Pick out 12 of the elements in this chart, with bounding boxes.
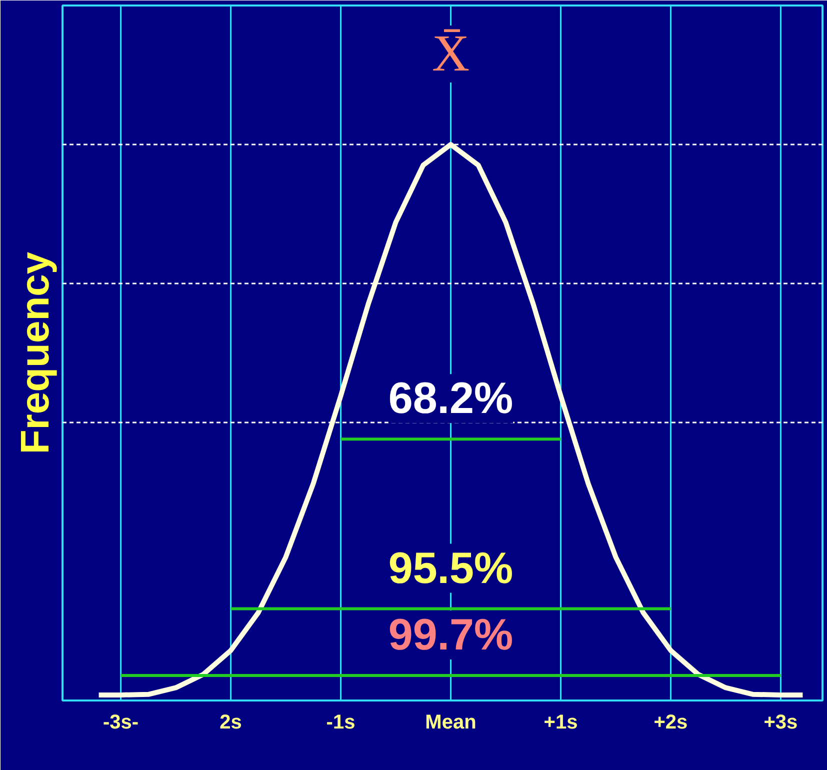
annotation: 95.5% — [388, 544, 514, 593]
x-tick-label: -1s — [326, 712, 356, 734]
x-tick-label: +2s — [654, 712, 688, 734]
y-axis-title: Frequency — [14, 251, 58, 454]
chart-title: X̄ — [432, 26, 470, 82]
x-tick-label: +3s — [764, 712, 798, 734]
x-tick-label: 2s — [220, 712, 242, 734]
annotation: 99.7% — [388, 610, 514, 660]
x-tick-label: +1s — [544, 712, 578, 734]
annotation: 68.2% — [388, 374, 514, 424]
x-tick-label: Mean — [425, 712, 476, 734]
x-tick-label: -3s- — [103, 712, 139, 734]
